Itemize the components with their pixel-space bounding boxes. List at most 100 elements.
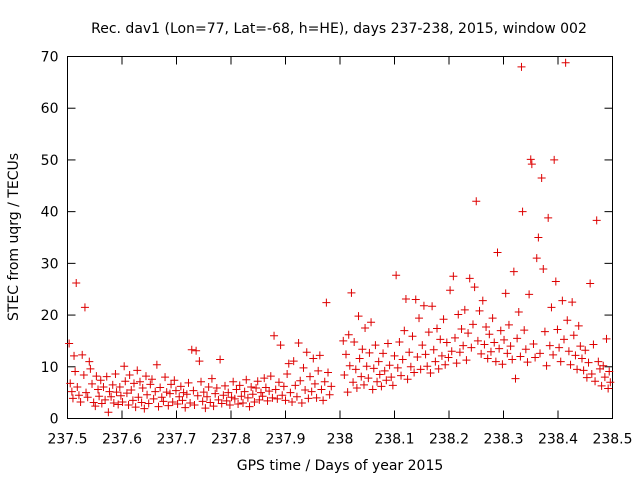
data-point [385,361,394,370]
data-point [493,248,502,257]
data-point [413,352,422,361]
data-point [276,341,285,350]
data-point [124,401,133,410]
data-point [175,392,184,401]
data-point [406,362,415,371]
data-point [122,389,131,398]
data-point [281,396,290,405]
data-point [164,401,173,410]
data-point [85,357,94,366]
data-point [459,341,468,350]
data-point [299,363,308,372]
x-axis-label: GPS time / Days of year 2015 [237,458,444,474]
x-tick-label: 238.1 [374,432,414,448]
data-point [594,357,603,366]
data-point [401,295,410,304]
data-point [526,155,535,164]
data-point [405,348,414,357]
data-point [485,330,494,339]
data-point [457,325,466,334]
data-point [147,375,156,384]
data-point [217,399,226,408]
data-point [569,331,578,340]
data-point [433,324,442,333]
data-point [315,351,324,360]
data-point [361,324,370,332]
data-point [568,298,577,307]
data-point [197,377,206,386]
data-point [574,321,583,330]
x-tick-label: 238.3 [483,432,523,448]
y-tick-label: 20 [41,308,59,324]
data-point [513,334,522,343]
data-point [495,344,504,353]
data-point [143,390,152,399]
data-point [410,368,419,377]
data-point [86,364,95,373]
data-point [92,372,101,381]
data-point [107,392,116,401]
data-point [345,361,354,370]
data-point [547,303,556,312]
y-tick-label: 0 [50,412,59,428]
data-point [371,341,380,350]
x-tick-label: 237.9 [265,432,305,448]
data-point [268,393,277,402]
data-point [237,392,246,401]
data-point [149,394,158,403]
data-point [355,354,364,363]
data-point [253,377,262,386]
data-point [600,373,609,382]
data-point [539,265,548,274]
data-point [279,382,288,391]
data-point [544,213,553,222]
data-point [248,390,257,399]
data-point [397,371,406,380]
data-point [242,375,251,384]
data-point [442,338,451,347]
data-point [265,387,274,396]
data-point [260,374,269,383]
data-point [91,402,100,411]
data-point [302,348,311,357]
data-point [364,374,373,383]
data-point [579,366,588,375]
data-point [367,318,376,327]
data-point [556,357,565,366]
data-point [309,354,318,363]
data-point [421,350,430,359]
data-point [551,277,560,286]
data-point [589,340,598,349]
data-point [286,388,295,397]
data-point [586,279,595,288]
data-point [78,350,87,359]
x-tick-label: 238.2 [429,432,469,448]
data-point [488,314,497,323]
data-point [288,397,297,406]
data-point [182,390,191,399]
data-point [521,345,530,354]
data-point [341,350,350,359]
data-point [319,396,328,405]
data-point [343,388,352,397]
data-point [121,377,130,386]
data-point [173,400,182,409]
data-point [296,376,305,385]
data-point [573,365,582,374]
data-point [344,330,353,339]
data-point [369,364,378,373]
x-tick-label: 237.7 [156,432,196,448]
data-point [564,347,573,356]
data-point [229,377,238,386]
data-point [179,388,188,397]
data-point [477,349,486,358]
data-point [387,373,396,382]
data-point [428,302,437,311]
data-point [261,383,270,392]
data-point [278,391,287,400]
data-point [112,388,121,397]
data-point [76,397,85,406]
chart-title: Rec. dav1 (Lon=77, Lat=-68, h=HE), days … [91,21,587,37]
data-point [511,374,520,383]
